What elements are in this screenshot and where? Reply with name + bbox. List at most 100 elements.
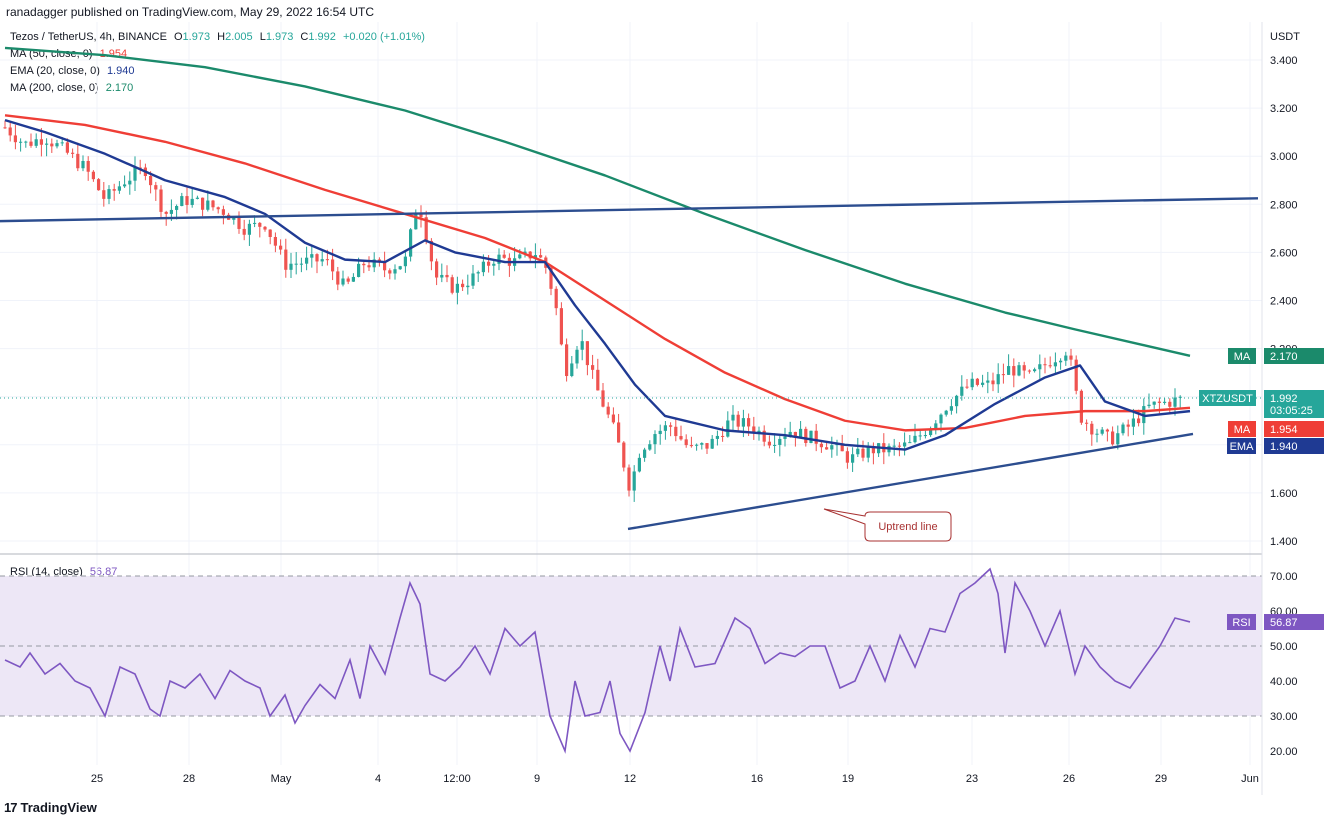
candle-body: [221, 209, 225, 215]
candle-body: [617, 422, 621, 443]
candle-body: [669, 425, 673, 427]
candle-body: [1043, 364, 1047, 366]
price-tick-label: 2.400: [1270, 296, 1298, 308]
candle-body: [726, 420, 730, 437]
candle-body: [1131, 418, 1135, 427]
candle-body: [289, 263, 293, 270]
candle-body: [570, 363, 574, 377]
candle-body: [705, 443, 709, 449]
candle-body: [123, 184, 127, 187]
ma50-tag-value-box: [1264, 421, 1324, 437]
candle-body: [960, 386, 964, 396]
candle-body: [237, 217, 241, 229]
candle-body: [211, 200, 215, 208]
time-tick-label: 29: [1155, 773, 1167, 785]
rsi-legend-label: RSI (14, close): [10, 566, 83, 578]
candle-body: [24, 141, 28, 143]
candle-body: [897, 445, 901, 447]
ohlc-high: 2.005: [225, 31, 253, 43]
candle-body: [3, 127, 7, 129]
price-tick-label: 3.200: [1270, 103, 1298, 115]
tradingview-mark-icon: 17: [4, 800, 18, 815]
candle-body: [102, 190, 106, 199]
candle-body: [393, 269, 397, 274]
time-tick-label: Jun: [1241, 773, 1259, 785]
rsi-line: [4, 567, 1191, 754]
candle-body: [809, 430, 813, 444]
candle-body: [409, 229, 413, 257]
price-axis[interactable]: 3.4003.2003.0002.8002.6002.4002.2002.000…: [1270, 55, 1298, 548]
candle-body: [331, 259, 335, 272]
candle-body: [435, 261, 439, 278]
candle-body: [175, 205, 179, 210]
last-price-tag-label-box: [1199, 390, 1256, 406]
time-tick-label: 28: [183, 773, 195, 785]
candle-body: [591, 365, 595, 370]
candle-body: [8, 127, 12, 136]
candle-body: [450, 277, 454, 293]
candle-body: [76, 153, 80, 169]
rsi-tick-label: 40.00: [1270, 676, 1298, 688]
chart-svg: Uptrend line USDT 3.400 3.200 3.000 2.800 2.…: [0, 22, 1324, 795]
candle-body: [934, 423, 938, 429]
candles: [3, 120, 1182, 502]
candle-body: [892, 445, 896, 447]
candle-body: [1022, 365, 1026, 371]
candle-body: [1001, 374, 1005, 376]
candle-body: [97, 179, 101, 191]
time-axis[interactable]: 25 28 May 4 12:00 9 12 16 19 23 26 29 Jun: [91, 773, 1259, 785]
candle-body: [216, 207, 220, 210]
candle-body: [341, 278, 345, 285]
ema20-legend-value: 1.940: [106, 65, 135, 77]
candle-body: [1163, 401, 1167, 403]
price-tick-label: 3.000: [1270, 151, 1298, 163]
ohlc-change: +0.020 (+1.01%): [342, 31, 425, 43]
candle-body: [284, 249, 288, 270]
candle-body: [1053, 362, 1057, 367]
candle-body: [253, 222, 257, 224]
candle-body: [1079, 390, 1083, 423]
candle-body: [242, 228, 246, 235]
tradingview-logo[interactable]: 17 TradingView: [4, 800, 97, 815]
ma200-legend-value: 2.170: [105, 82, 134, 94]
candle-body: [965, 386, 969, 388]
candle-body: [871, 446, 875, 454]
candle-body: [305, 257, 309, 264]
candle-body: [138, 167, 142, 169]
candle-body: [1085, 422, 1089, 424]
last-price-tag-value-box: [1264, 390, 1324, 418]
ma200-tag-value-box: [1264, 348, 1324, 364]
time-tick-label: 16: [751, 773, 763, 785]
candle-body: [1074, 359, 1078, 391]
candle-body: [778, 438, 782, 445]
candle-body: [279, 245, 283, 250]
candle-body: [455, 283, 459, 293]
candle-body: [299, 263, 303, 265]
ema20-tag-value-box: [1264, 438, 1324, 454]
candle-body: [1152, 401, 1156, 405]
candle-body: [232, 217, 236, 220]
candle-body: [773, 444, 777, 446]
series-line-ma: [4, 46, 1191, 357]
trendlines: [0, 197, 1259, 531]
candle-body: [975, 378, 979, 385]
candle-body: [357, 263, 361, 277]
candle-body: [185, 196, 189, 205]
candle-body: [1069, 355, 1073, 360]
ema20-tag-value: 1.940: [1270, 441, 1298, 453]
candle-body: [908, 442, 912, 444]
symbol-legend: Tezos / TetherUS, 4h, BINANCE O1.973 H2.…: [10, 31, 425, 43]
candle-body: [799, 428, 803, 438]
candle-body: [60, 142, 64, 144]
candle-body: [700, 443, 704, 445]
candle-body: [736, 414, 740, 427]
candle-body: [866, 446, 870, 458]
candle-body: [86, 160, 90, 172]
ma50-tag-label: MA: [1234, 424, 1251, 436]
candle-body: [710, 438, 714, 449]
rsi-tick-label: 50.00: [1270, 641, 1298, 653]
ma200-legend: MA (200, close, 0) 2.170: [10, 82, 133, 94]
